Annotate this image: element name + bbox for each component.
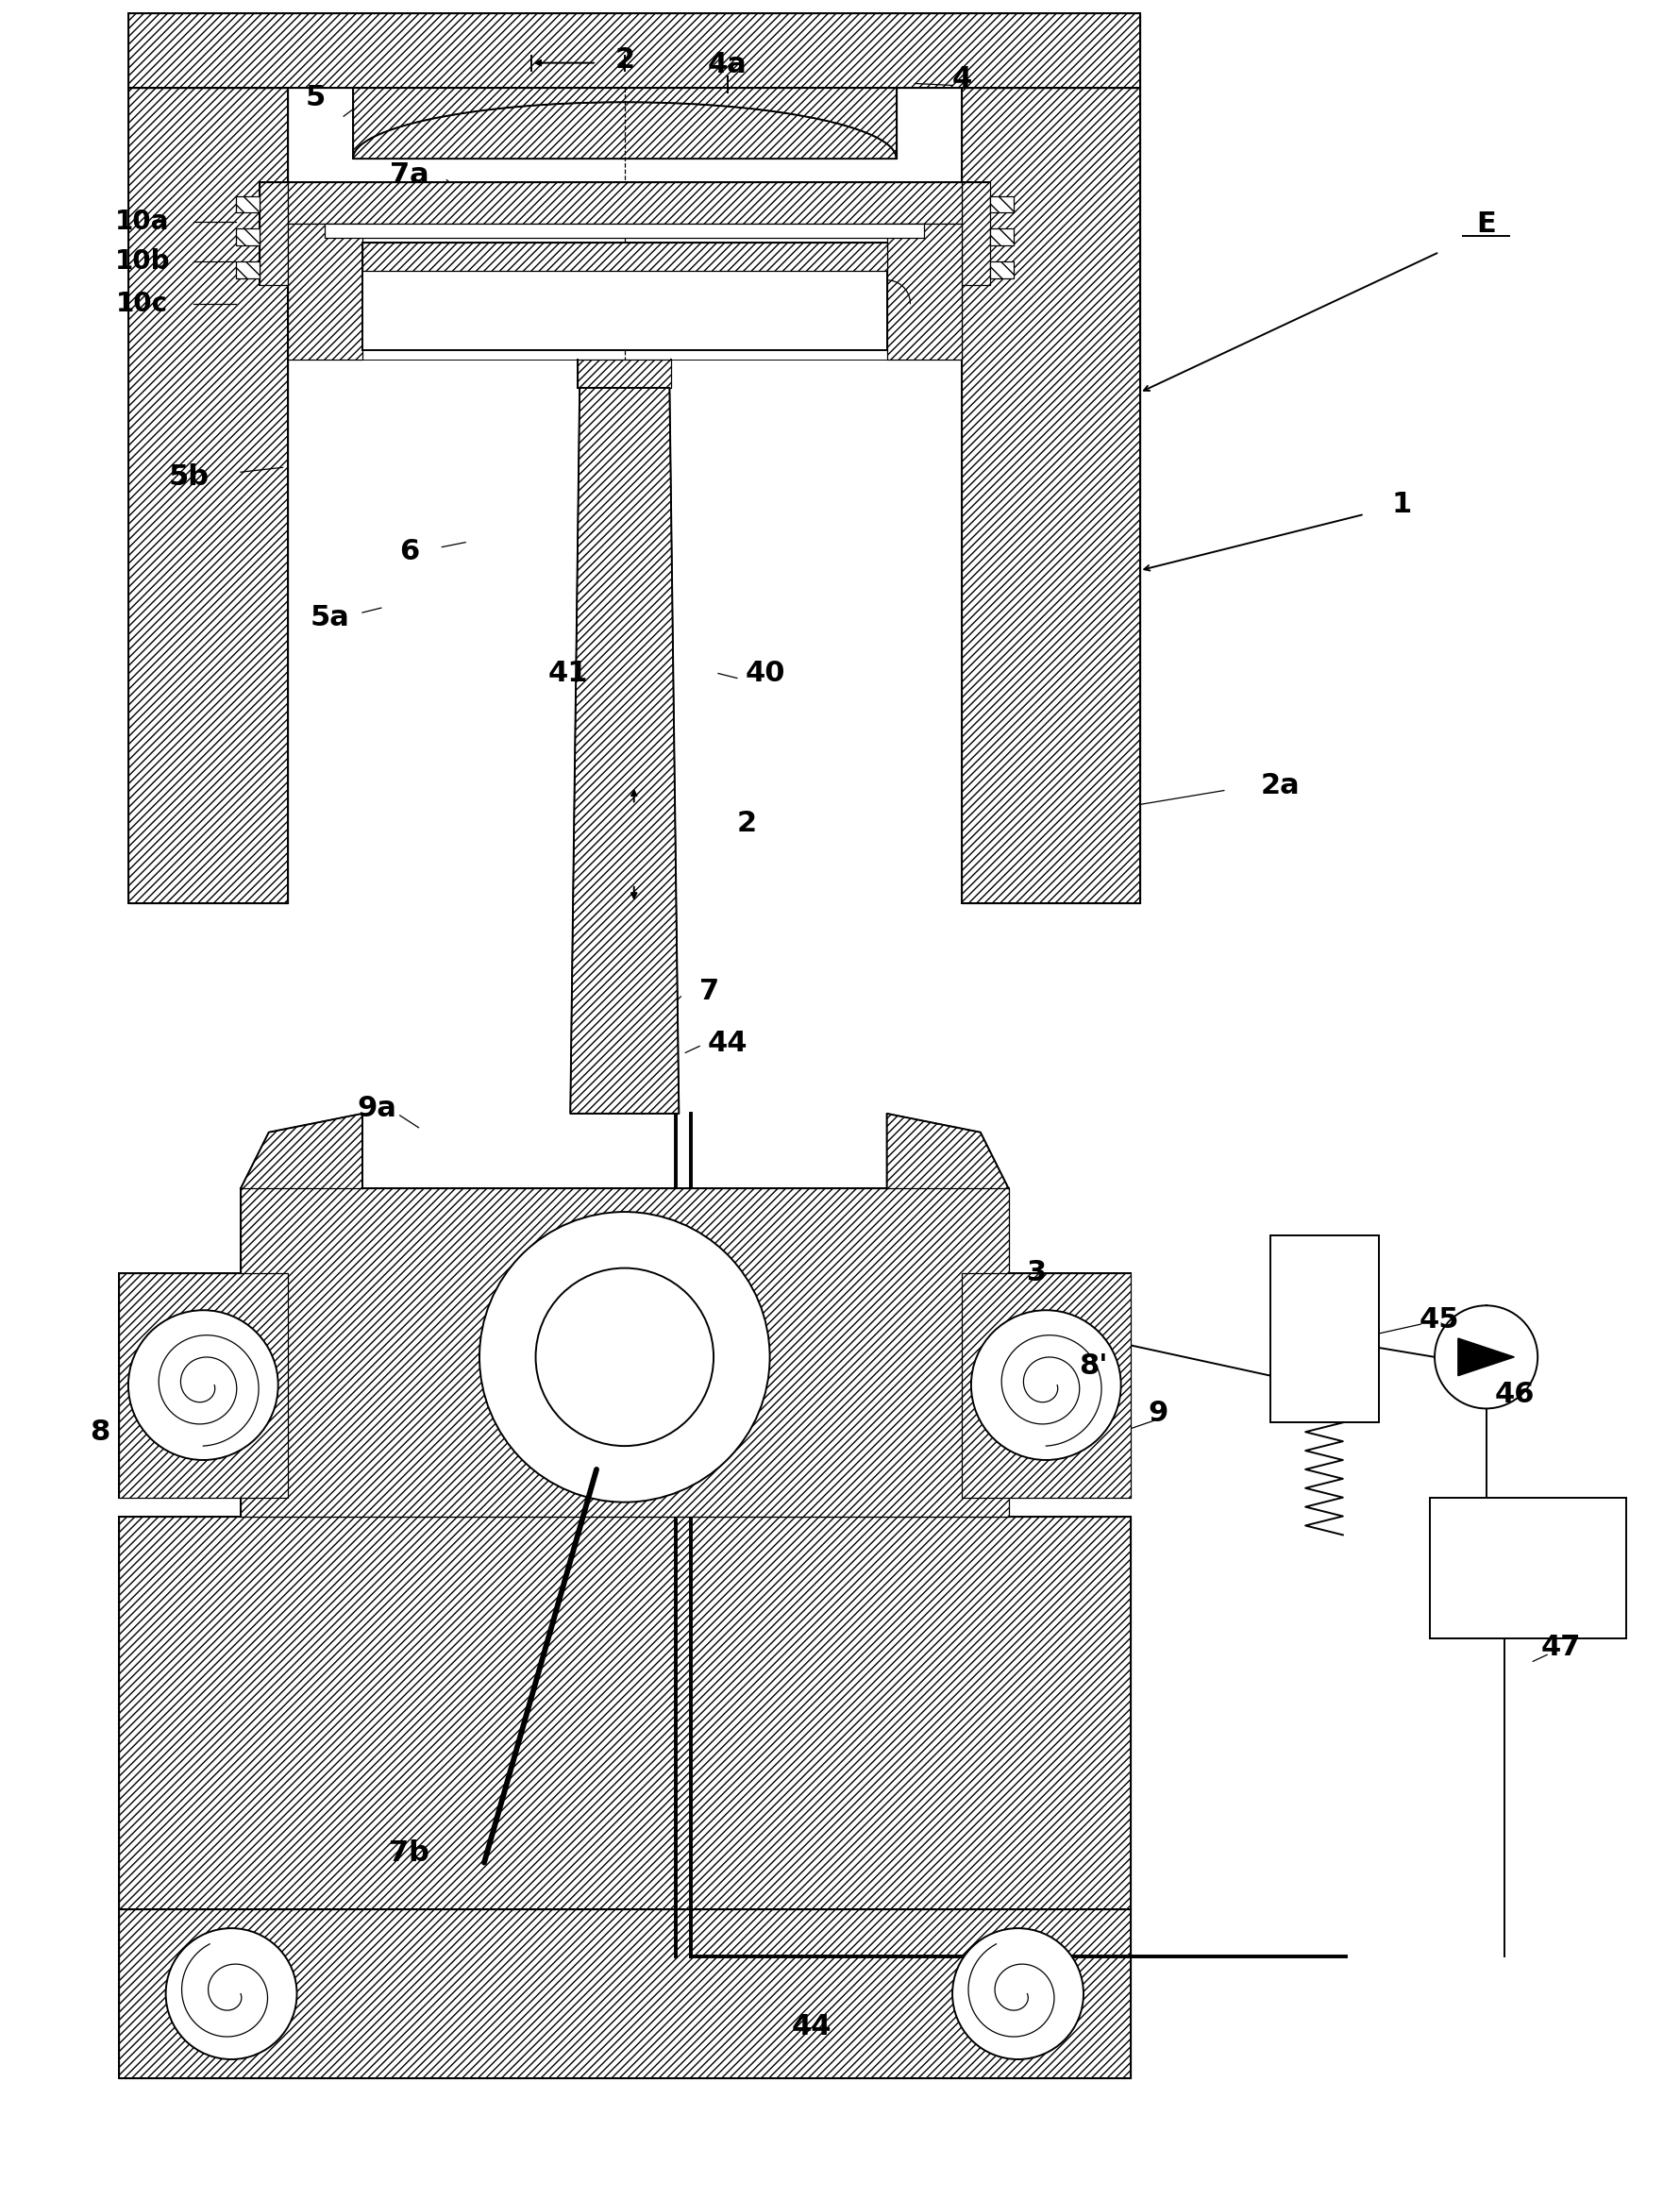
Bar bbox=[259, 183, 287, 286]
Text: 6: 6 bbox=[398, 539, 418, 565]
Text: 47: 47 bbox=[1541, 1634, 1581, 1660]
Bar bbox=[353, 88, 895, 158]
Bar bbox=[961, 183, 990, 286]
Bar bbox=[235, 196, 259, 213]
Bar bbox=[990, 196, 1013, 213]
Text: 1: 1 bbox=[1391, 490, 1411, 519]
Circle shape bbox=[971, 1311, 1121, 1460]
Bar bbox=[240, 1187, 1008, 1515]
Text: 45: 45 bbox=[1418, 1306, 1458, 1333]
Circle shape bbox=[536, 1269, 714, 1447]
Text: 44: 44 bbox=[707, 1029, 748, 1058]
Polygon shape bbox=[1457, 1339, 1514, 1377]
Bar bbox=[887, 224, 961, 361]
Bar bbox=[961, 88, 1139, 904]
Text: 5: 5 bbox=[306, 84, 326, 112]
Bar bbox=[119, 1515, 1129, 1909]
Bar bbox=[235, 262, 259, 279]
Bar bbox=[961, 1273, 1129, 1498]
Text: 46: 46 bbox=[1494, 1381, 1534, 1407]
Text: 4a: 4a bbox=[707, 51, 748, 79]
Bar bbox=[363, 242, 887, 350]
Bar bbox=[128, 13, 1139, 88]
Bar bbox=[990, 262, 1013, 279]
Bar bbox=[235, 229, 259, 246]
Polygon shape bbox=[240, 1113, 363, 1302]
Bar bbox=[1430, 1498, 1626, 1638]
Text: 2a: 2a bbox=[1260, 772, 1299, 800]
Text: 3: 3 bbox=[1026, 1260, 1047, 1286]
Text: 2: 2 bbox=[736, 809, 756, 838]
Bar bbox=[578, 361, 670, 387]
Text: 10c: 10c bbox=[116, 290, 168, 317]
Bar bbox=[128, 88, 287, 904]
Text: 40: 40 bbox=[744, 660, 785, 686]
Text: 5b: 5b bbox=[168, 464, 210, 490]
Text: 10a: 10a bbox=[116, 209, 170, 235]
Bar bbox=[119, 1273, 287, 1498]
Text: 8: 8 bbox=[91, 1418, 111, 1445]
Text: 4: 4 bbox=[951, 66, 971, 92]
Circle shape bbox=[166, 1929, 297, 2058]
Bar bbox=[1270, 1236, 1378, 1423]
Text: 8': 8' bbox=[1079, 1352, 1107, 1381]
Circle shape bbox=[953, 1929, 1084, 2058]
Text: E: E bbox=[1475, 211, 1495, 237]
Text: 9: 9 bbox=[1147, 1399, 1168, 1427]
Bar bbox=[363, 242, 887, 270]
Text: 44: 44 bbox=[791, 2012, 832, 2041]
Polygon shape bbox=[570, 387, 679, 1113]
Text: 2: 2 bbox=[615, 46, 635, 75]
Bar bbox=[119, 1909, 1129, 2078]
Text: 9a: 9a bbox=[356, 1095, 396, 1121]
Bar bbox=[363, 224, 887, 361]
Text: 7: 7 bbox=[699, 979, 719, 1005]
Bar bbox=[324, 224, 924, 237]
Polygon shape bbox=[887, 1113, 1008, 1302]
Text: 10b: 10b bbox=[114, 248, 170, 275]
Text: 5a: 5a bbox=[309, 603, 349, 631]
Circle shape bbox=[128, 1311, 277, 1460]
Bar bbox=[990, 229, 1013, 246]
Text: 7a: 7a bbox=[390, 161, 428, 189]
Text: 7b: 7b bbox=[388, 1841, 428, 1867]
Polygon shape bbox=[353, 101, 895, 158]
Bar bbox=[287, 183, 961, 224]
Text: 41: 41 bbox=[548, 660, 588, 686]
Bar bbox=[287, 224, 363, 361]
Circle shape bbox=[1433, 1306, 1537, 1410]
Circle shape bbox=[479, 1212, 769, 1502]
